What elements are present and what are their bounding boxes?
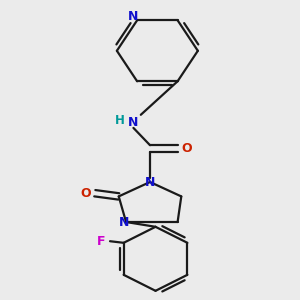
Text: N: N [128,116,139,129]
Text: O: O [80,187,91,200]
Text: O: O [182,142,193,155]
Text: N: N [128,10,139,23]
Text: F: F [97,235,106,248]
Text: H: H [115,114,124,128]
Text: N: N [119,215,129,229]
Text: N: N [145,176,155,188]
